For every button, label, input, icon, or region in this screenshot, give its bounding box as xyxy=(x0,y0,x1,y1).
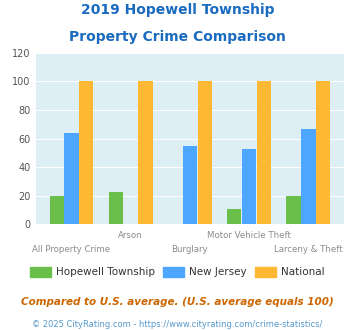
Text: Motor Vehicle Theft: Motor Vehicle Theft xyxy=(207,231,291,240)
Bar xyxy=(109,191,123,224)
Bar xyxy=(183,146,197,224)
Text: Compared to U.S. average. (U.S. average equals 100): Compared to U.S. average. (U.S. average … xyxy=(21,297,334,307)
Text: 2019 Hopewell Township: 2019 Hopewell Township xyxy=(81,3,274,17)
Text: Larceny & Theft: Larceny & Theft xyxy=(274,245,343,254)
Bar xyxy=(198,82,212,224)
Bar xyxy=(79,82,93,224)
Legend: Hopewell Township, New Jersey, National: Hopewell Township, New Jersey, National xyxy=(26,263,329,281)
Bar xyxy=(316,82,330,224)
Bar xyxy=(64,133,78,224)
Bar xyxy=(50,196,64,224)
Text: All Property Crime: All Property Crime xyxy=(32,245,110,254)
Bar xyxy=(227,209,241,224)
Bar xyxy=(242,148,256,224)
Bar xyxy=(138,82,153,224)
Bar xyxy=(301,129,316,224)
Bar xyxy=(257,82,271,224)
Bar xyxy=(286,196,301,224)
Text: Burglary: Burglary xyxy=(171,245,208,254)
Text: © 2025 CityRating.com - https://www.cityrating.com/crime-statistics/: © 2025 CityRating.com - https://www.city… xyxy=(32,320,323,329)
Text: Arson: Arson xyxy=(118,231,143,240)
Text: Property Crime Comparison: Property Crime Comparison xyxy=(69,30,286,44)
